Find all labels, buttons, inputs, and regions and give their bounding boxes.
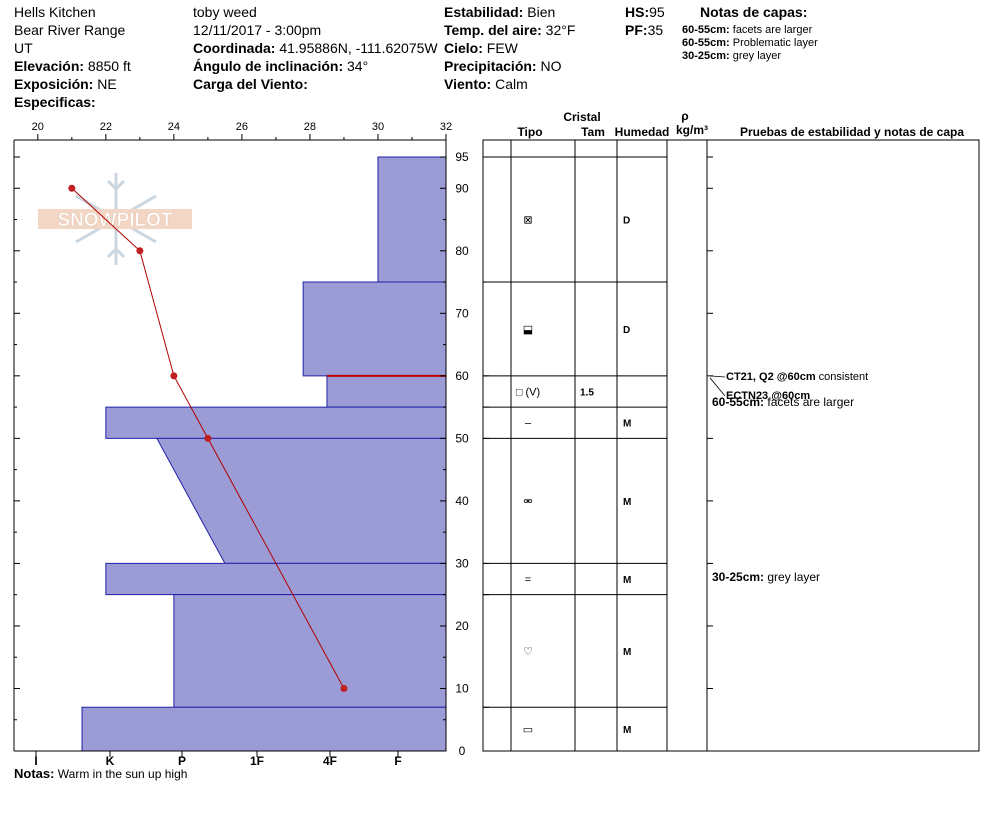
- hardness-label: K: [106, 754, 115, 768]
- temperature-point: [136, 247, 144, 255]
- layer-note: 30-25cm: grey layer: [682, 50, 782, 62]
- header-cristal: Cristal: [563, 110, 600, 124]
- temperature-point: [170, 372, 178, 380]
- aspect: Exposición: NE: [14, 76, 117, 92]
- air-temp: Temp. del aire: 32°F: [444, 22, 576, 38]
- depth-tick-label: 0: [459, 744, 466, 758]
- incline: Ángulo de inclinación: 34°: [193, 58, 369, 74]
- depth-tick-label: 10: [455, 681, 469, 695]
- depth-tick-label: 40: [455, 494, 469, 508]
- temperature-point: [68, 184, 76, 192]
- wind-load-label: Carga del Viento:: [193, 76, 308, 92]
- wind: Viento: Calm: [444, 76, 528, 92]
- moisture: M: [623, 497, 631, 508]
- temperature-point: [340, 684, 348, 692]
- grain-type-icon: ⚮: [523, 496, 532, 508]
- moisture: M: [623, 725, 631, 736]
- depth-tick-label: 20: [455, 619, 469, 633]
- grain-type-icon: –: [525, 418, 532, 430]
- grain-type-icon: ♡: [523, 646, 533, 658]
- hardness-bar: [326, 375, 447, 408]
- temp-tick-label: 24: [168, 121, 180, 133]
- stability-test: CT21, Q2 @60cm consistent: [726, 371, 868, 383]
- header-density: kg/m³: [676, 123, 708, 137]
- location: Hells Kitchen: [14, 4, 96, 20]
- hardness-bar: [156, 437, 447, 564]
- pf: PF:35: [625, 22, 664, 38]
- hs: HS:95: [625, 4, 665, 20]
- depth-tick-label: 60: [455, 369, 469, 383]
- temp-tick-label: 30: [372, 121, 384, 133]
- header-rho: ρ: [681, 109, 688, 123]
- temp-tick-label: 32: [440, 121, 452, 133]
- notes: Notas: Warm in the sun up high: [14, 766, 188, 781]
- moisture: M: [623, 419, 631, 430]
- hardness-label: 1F: [250, 754, 264, 768]
- moisture: M: [623, 575, 631, 586]
- observer: toby weed: [193, 4, 257, 20]
- layer-table-frame: [482, 139, 980, 752]
- elevation: Elevación: 8850 ft: [14, 58, 131, 74]
- depth-tick-label: 30: [455, 556, 469, 570]
- hardness-label: 4F: [323, 754, 337, 768]
- hardness-label: I: [34, 754, 37, 768]
- grain-size: 1.5: [580, 387, 594, 398]
- mountain-range: Bear River Range: [14, 22, 126, 38]
- depth-tick-label: 70: [455, 306, 469, 320]
- depth-tick-label: 90: [455, 181, 469, 195]
- depth-tick-label: 50: [455, 431, 469, 445]
- layer-note: 60-55cm: facets are larger: [682, 24, 813, 36]
- stability-test: ECTN23 @60cm: [726, 390, 810, 402]
- hardness-bar: [81, 706, 447, 752]
- temperature-point: [204, 434, 212, 442]
- datetime: 12/11/2017 - 3:00pm: [193, 22, 322, 38]
- grain-type-icon: ⬓: [523, 324, 533, 336]
- precipitation: Precipitación: NO: [444, 58, 562, 74]
- header-tam: Tam: [581, 125, 605, 139]
- svg-text:SNOWPILOT: SNOWPILOT: [57, 210, 172, 231]
- header-humedad: Humedad: [615, 125, 670, 139]
- hardness-bar: [302, 281, 447, 377]
- specifics-label: Especificas:: [14, 94, 96, 110]
- hardness-bar: [377, 156, 447, 283]
- depth-tick-label: 95: [455, 150, 469, 164]
- layer-notes-list: 60-55cm: facets are larger 60-55cm: Probl…: [682, 24, 818, 63]
- grain-type-icon: □ (V): [516, 386, 540, 398]
- temp-tick-label: 20: [32, 121, 44, 133]
- hardness-bar: [105, 406, 447, 439]
- grain-type-icon: ⊠: [523, 215, 532, 227]
- header-tests: Pruebas de estabilidad y notas de capa: [740, 125, 964, 139]
- sky: Cielo: FEW: [444, 40, 518, 56]
- moisture: D: [623, 216, 630, 227]
- grain-type-icon: =: [525, 574, 531, 586]
- moisture: D: [623, 325, 630, 336]
- state: UT: [14, 40, 33, 56]
- hardness-label: F: [394, 754, 401, 768]
- test-arrow: [709, 377, 726, 397]
- hardness-bar: [105, 562, 447, 596]
- layer-annotation: 30-25cm: grey layer: [712, 570, 820, 584]
- hardness-label: P: [178, 754, 186, 768]
- layer-notes-title: Notas de capas:: [700, 4, 808, 20]
- layer-annotation: 60-55cm: facets are larger: [712, 395, 854, 409]
- coordinates: Coordinada: 41.95886N, -111.62075W: [193, 40, 438, 56]
- test-arrow: [709, 375, 726, 378]
- depth-tick-label: 80: [455, 244, 469, 258]
- layer-note: 60-55cm: Problematic layer: [682, 37, 818, 49]
- hardness-bar: [173, 594, 447, 708]
- stability: Estabilidad: Bien: [444, 4, 556, 20]
- snowpilot-logo: SNOWPILOT: [38, 173, 192, 265]
- moisture: M: [623, 647, 631, 658]
- grain-type-icon: ▭: [523, 724, 533, 736]
- temp-tick-label: 28: [304, 121, 316, 133]
- temp-tick-label: 22: [100, 121, 112, 133]
- temp-tick-label: 26: [236, 121, 248, 133]
- header-tipo: Tipo: [517, 125, 542, 139]
